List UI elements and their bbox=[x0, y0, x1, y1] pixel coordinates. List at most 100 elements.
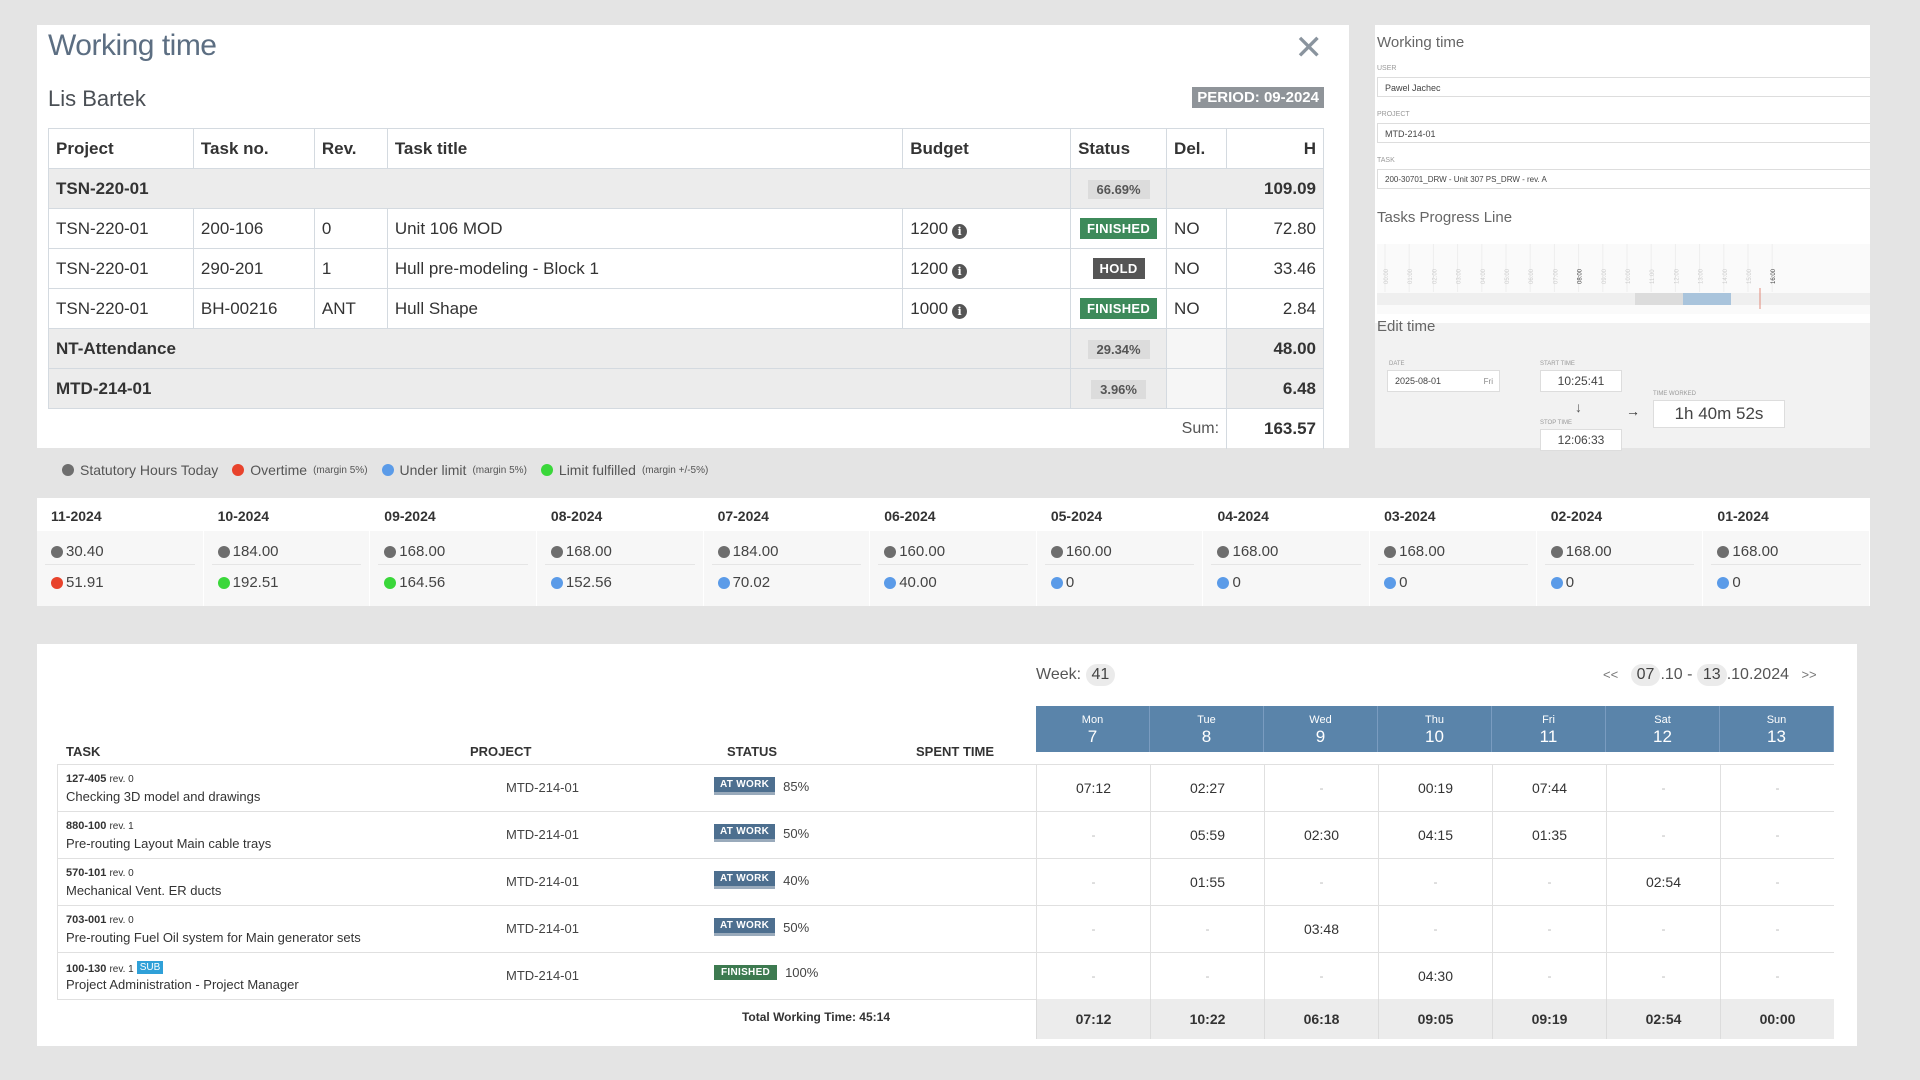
time-cell[interactable]: 02:27 bbox=[1150, 765, 1264, 811]
task-number[interactable]: 880-100 rev. 1 bbox=[66, 820, 134, 832]
col-task-title[interactable]: Task title bbox=[386, 128, 904, 169]
time-cell[interactable]: 04:15 bbox=[1378, 812, 1492, 858]
day-header[interactable]: Sat 12 bbox=[1606, 706, 1720, 752]
time-cell[interactable]: 07:12 bbox=[1036, 765, 1150, 811]
user-field[interactable]: Pawel Jachec bbox=[1377, 77, 1870, 97]
date-field[interactable]: 2025-08-01 Fri bbox=[1387, 370, 1500, 392]
col-del[interactable]: Del. bbox=[1166, 128, 1228, 169]
time-cell[interactable]: 02:54 bbox=[1606, 859, 1720, 905]
time-cell[interactable]: 01:35 bbox=[1492, 812, 1606, 858]
time-cell[interactable]: - bbox=[1720, 953, 1834, 999]
month-column[interactable]: 07-2024 184.00 70.02 bbox=[703, 498, 871, 606]
month-column[interactable]: 02-2024 168.00 0 bbox=[1536, 498, 1704, 606]
day-header[interactable]: Sun 13 bbox=[1720, 706, 1834, 752]
month-column[interactable]: 10-2024 184.00 192.51 bbox=[203, 498, 371, 606]
task-row[interactable]: 570-101 rev. 0 Mechanical Vent. ER ducts M… bbox=[57, 858, 1834, 905]
month-column[interactable]: 06-2024 160.00 40.00 bbox=[870, 498, 1037, 606]
time-cell[interactable]: - bbox=[1150, 906, 1264, 952]
task-number[interactable]: 127-405 rev. 0 bbox=[66, 773, 134, 785]
day-header[interactable]: Tue 8 bbox=[1150, 706, 1264, 752]
time-cell[interactable]: 02:30 bbox=[1264, 812, 1378, 858]
month-column[interactable]: 05-2024 160.00 0 bbox=[1036, 498, 1204, 606]
divider bbox=[711, 564, 862, 565]
time-cell[interactable]: - bbox=[1378, 906, 1492, 952]
col-status[interactable]: Status bbox=[1070, 128, 1168, 169]
task-row[interactable]: 100-130 rev. 1 SUB Project Administration … bbox=[57, 952, 1834, 999]
month-column[interactable]: 09-2024 168.00 164.56 bbox=[370, 498, 537, 606]
time-cell[interactable]: - bbox=[1720, 859, 1834, 905]
table-row[interactable]: TSN-220-01 BH-00216 ANT Hull Shape 1000 i… bbox=[48, 288, 1324, 329]
col-budget[interactable]: Budget bbox=[902, 128, 1072, 169]
task-number[interactable]: 570-101 rev. 0 bbox=[66, 867, 134, 879]
info-icon[interactable]: i bbox=[952, 263, 968, 279]
time-cell[interactable]: 01:55 bbox=[1150, 859, 1264, 905]
table-row[interactable]: TSN-220-01 290-201 1 Hull pre-modeling -… bbox=[48, 248, 1324, 289]
time-cell[interactable]: - bbox=[1720, 765, 1834, 811]
time-cell[interactable]: 07:44 bbox=[1492, 765, 1606, 811]
time-cell[interactable]: 05:59 bbox=[1150, 812, 1264, 858]
time-cell[interactable]: - bbox=[1036, 859, 1150, 905]
legend: Statutory Hours Today Overtime (margin 5… bbox=[62, 462, 708, 478]
task-row[interactable]: 127-405 rev. 0 Checking 3D model and draw… bbox=[57, 764, 1834, 811]
task-number[interactable]: 100-130 rev. 1 SUB bbox=[66, 961, 164, 975]
time-cell[interactable]: - bbox=[1264, 953, 1378, 999]
start-time-field[interactable]: 10:25:41 bbox=[1540, 370, 1622, 392]
time-cell[interactable]: - bbox=[1606, 765, 1720, 811]
col-task-no[interactable]: Task no. bbox=[192, 128, 315, 169]
month-column[interactable]: 04-2024 168.00 0 bbox=[1203, 498, 1371, 606]
time-cell[interactable]: - bbox=[1720, 812, 1834, 858]
stop-time-field[interactable]: 12:06:33 bbox=[1540, 429, 1622, 451]
time-cell[interactable]: - bbox=[1036, 906, 1150, 952]
group-row[interactable]: TSN-220-01 66.69% 109.09 bbox=[47, 168, 1324, 209]
time-cell[interactable]: - bbox=[1036, 953, 1150, 999]
time-cell[interactable]: - bbox=[1720, 906, 1834, 952]
tasks-progress-line[interactable]: 00:00 01:00 02:00 03:00 04:00 05:00 06:00 07:00… bbox=[1377, 244, 1870, 314]
time-cell[interactable]: - bbox=[1264, 859, 1378, 905]
time-cell[interactable]: - bbox=[1606, 906, 1720, 952]
day-header[interactable]: Thu 10 bbox=[1378, 706, 1492, 752]
next-week-button[interactable]: >> bbox=[1801, 667, 1817, 682]
time-cell[interactable]: - bbox=[1492, 906, 1606, 952]
actual-hours: 0 bbox=[1217, 574, 1241, 591]
month-column[interactable]: 01-2024 168.00 0 bbox=[1703, 498, 1871, 606]
task-number[interactable]: 703-001 rev. 0 bbox=[66, 914, 134, 926]
task-row[interactable]: 703-001 rev. 0 Pre-routing Fuel Oil syste… bbox=[57, 905, 1834, 952]
day-header[interactable]: Mon 7 bbox=[1036, 706, 1150, 752]
month-column[interactable]: 11-2024 30.40 51.91 bbox=[37, 498, 204, 606]
day-header[interactable]: Fri 11 bbox=[1492, 706, 1606, 752]
time-cell[interactable]: - bbox=[1492, 859, 1606, 905]
table-row[interactable]: TSN-220-01 200-106 0 Unit 106 MOD 1200 i … bbox=[48, 208, 1324, 249]
month-column[interactable]: 03-2024 168.00 0 bbox=[1370, 498, 1537, 606]
time-cell[interactable]: 00:19 bbox=[1378, 765, 1492, 811]
time-cell[interactable]: - bbox=[1492, 953, 1606, 999]
time-cell[interactable]: - bbox=[1036, 812, 1150, 858]
task-status: AT WORK 50% bbox=[714, 918, 809, 936]
close-icon[interactable]: ✕ bbox=[1294, 29, 1324, 67]
time-cell[interactable]: 04:30 bbox=[1378, 953, 1492, 999]
info-icon[interactable]: i bbox=[952, 303, 968, 319]
budget-value: 1200 bbox=[910, 218, 949, 238]
col-project[interactable]: Project bbox=[48, 128, 194, 169]
progress-percent: 40% bbox=[783, 872, 810, 888]
range-start-rest: .10 - bbox=[1660, 666, 1693, 683]
time-cell[interactable]: - bbox=[1150, 953, 1264, 999]
statutory-value: 30.40 bbox=[66, 543, 104, 560]
col-hours[interactable]: H bbox=[1226, 128, 1324, 169]
time-cell[interactable]: - bbox=[1606, 953, 1720, 999]
time-cell[interactable]: - bbox=[1606, 812, 1720, 858]
task-row[interactable]: 880-100 rev. 1 Pre-routing Layout Main ca… bbox=[57, 811, 1834, 858]
project-field[interactable]: MTD-214-01 bbox=[1377, 123, 1870, 143]
total-working-time: Total Working Time: 45:14 bbox=[741, 1010, 890, 1024]
prev-week-button[interactable]: << bbox=[1603, 667, 1619, 682]
info-icon[interactable]: i bbox=[952, 223, 968, 239]
group-row[interactable]: NT-Attendance 29.34% 48.00 bbox=[47, 328, 1324, 369]
task-field[interactable]: 200-30701_DRW - Unit 307 PS_DRW - rev. A bbox=[1377, 169, 1870, 189]
col-rev[interactable]: Rev. bbox=[313, 128, 388, 169]
month-column[interactable]: 08-2024 168.00 152.56 bbox=[536, 498, 704, 606]
group-row[interactable]: MTD-214-01 3.96% 6.48 bbox=[47, 368, 1324, 409]
row-title: Hull Shape bbox=[386, 288, 904, 329]
time-cell[interactable]: - bbox=[1264, 765, 1378, 811]
time-cell[interactable]: - bbox=[1378, 859, 1492, 905]
day-header[interactable]: Wed 9 bbox=[1264, 706, 1378, 752]
time-cell[interactable]: 03:48 bbox=[1264, 906, 1378, 952]
